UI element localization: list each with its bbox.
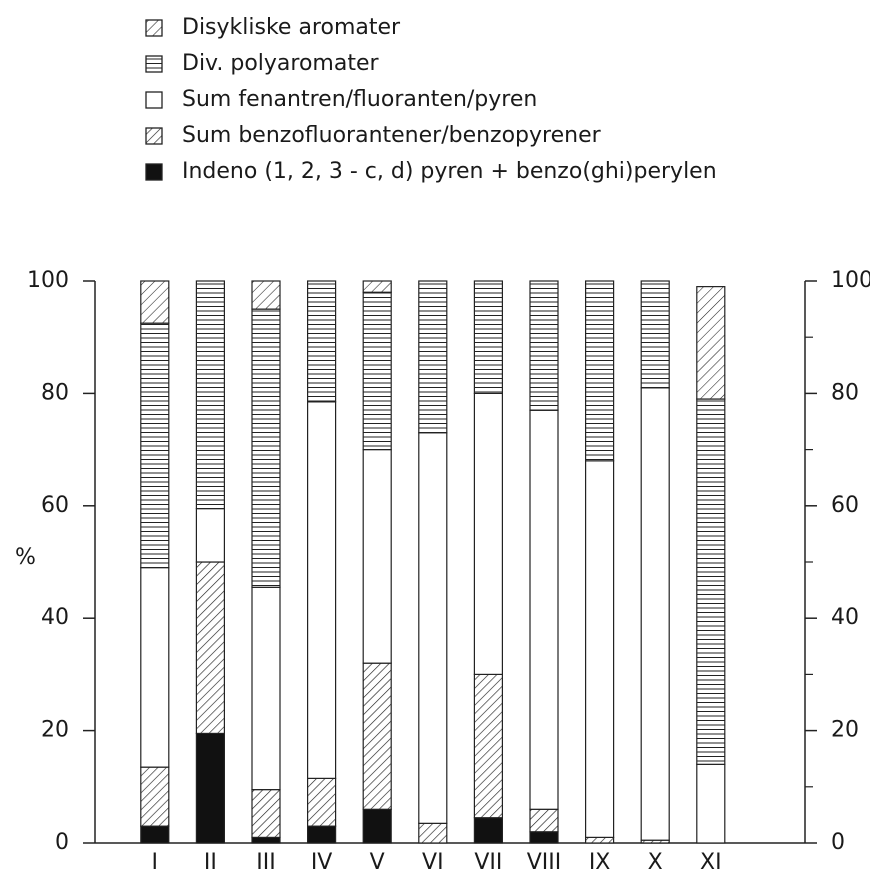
legend-swatch [145,91,163,109]
bar-segment [140,766,170,827]
bar-segment [362,280,392,293]
x-tick-label: II [204,850,217,874]
legend-swatch [145,19,163,37]
bar-segment [307,401,337,779]
y-tick-label: 0 [55,830,69,855]
bar-segment [473,280,503,395]
bar-segment [140,280,170,324]
legend-label: Sum benzofluorantener/benzopyrener [182,123,602,148]
x-tick-label: I [152,850,159,874]
y2-tick-label: 40 [831,605,859,630]
x-tick-label: X [648,850,663,874]
y2-tick-label: 0 [831,830,845,855]
y-axis-label: % [15,545,36,570]
y2-tick-label: 20 [831,718,859,743]
bar-segment [418,432,448,824]
bar-segment [529,808,559,833]
bar-segment [584,280,615,462]
bar-segment [251,308,281,588]
bar-segment [418,280,448,434]
bar-segment [529,280,559,411]
x-tick-label: VI [422,850,444,874]
bar-segment [195,732,225,844]
bar-segment [362,808,392,844]
y-tick-label: 80 [41,380,69,405]
y-tick-label: 40 [41,605,69,630]
bar-segment [473,673,503,819]
bar-segment [473,392,503,675]
bar-segment [195,280,225,510]
x-tick-label: XI [700,850,722,874]
bar-segment [307,777,337,827]
y2-tick-label: 60 [831,493,859,518]
bar-segment [529,409,559,810]
legend-label: Indeno (1, 2, 3 - c, d) pyren + benzo(gh… [182,159,717,184]
bar-segment [362,449,392,664]
bar-segment [418,822,448,844]
bar-segment [362,291,392,451]
bar-segment [584,836,615,844]
legend-swatch [145,127,163,145]
legend-label: Sum fenantren/fluoranten/pyren [182,87,537,112]
bar-segment [140,322,170,569]
bar-segment [696,286,726,400]
y-tick-label: 20 [41,718,69,743]
y2-tick-label: 80 [831,380,859,405]
y-tick-label: 100 [27,268,69,293]
bar-segment [362,662,392,810]
bar-segment [195,561,225,735]
y-tick-label: 60 [41,493,69,518]
x-tick-label: IX [589,850,611,874]
bar-segment [696,398,726,765]
bar-segment [195,508,225,563]
legend-swatch [145,55,163,73]
bar-segment [251,280,281,310]
bar-segment [251,836,281,844]
bar-segment [640,280,670,389]
bar-segment [140,825,170,844]
bar-segment [696,763,726,844]
bar-segment [473,817,503,844]
bar-segment [251,586,281,791]
legend-label: Disykliske aromater [182,15,401,40]
x-tick-label: III [256,850,275,874]
x-tick-label: VIII [527,850,562,874]
bar-segment [640,387,670,841]
bar-segment [251,789,281,838]
bar-segment [529,831,559,844]
x-tick-label: VII [474,850,502,874]
bar-segment [307,825,337,844]
x-tick-label: IV [311,850,333,874]
y2-tick-label: 100 [831,268,870,293]
legend-swatch [145,163,163,181]
bar-segment [584,460,615,838]
bar-segment [307,280,337,403]
x-tick-label: V [370,850,385,874]
legend-label: Div. polyaromater [182,51,379,76]
bar-segment [140,567,170,768]
